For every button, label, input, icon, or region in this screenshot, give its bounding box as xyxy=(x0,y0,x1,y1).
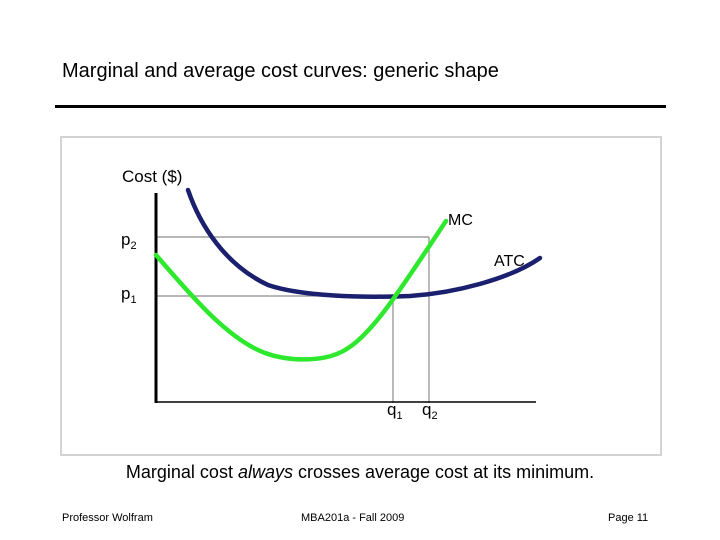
q2-label: q2 xyxy=(422,400,438,422)
caption-emphasis: always xyxy=(237,462,293,482)
caption-after: crosses average cost at its minimum. xyxy=(292,462,595,482)
slide-title: Marginal and average cost curves: generi… xyxy=(62,60,499,82)
p2-label: p2 xyxy=(121,230,137,252)
mc-label: MC xyxy=(448,212,473,229)
q2-label-sub: 2 xyxy=(431,410,437,422)
footer-author: Professor Wolfram xyxy=(62,512,153,524)
p1-label: p1 xyxy=(121,284,137,306)
q1-label: q1 xyxy=(387,400,403,422)
figure-frame xyxy=(60,136,662,456)
y-axis-label: Cost ($) xyxy=(122,167,182,186)
mc-curve xyxy=(153,218,449,362)
q1-label-sub: 1 xyxy=(396,410,402,422)
p1-label-sub: 1 xyxy=(130,294,136,306)
p2-label-base: p xyxy=(121,230,130,249)
caption-before: Marginal cost xyxy=(125,462,238,482)
atc-curve xyxy=(185,187,543,299)
footer-course: MBA201a - Fall 2009 xyxy=(301,512,405,524)
p2-label-sub: 2 xyxy=(130,240,136,252)
q2-label-base: q xyxy=(422,400,431,419)
p1-label-base: p xyxy=(121,284,130,303)
title-rule xyxy=(55,105,666,108)
atc-label: ATC xyxy=(494,253,525,270)
q1-label-base: q xyxy=(387,400,396,419)
slide-caption: Marginal cost always crosses average cos… xyxy=(0,462,720,483)
footer-page-number: Page 11 xyxy=(608,512,649,524)
